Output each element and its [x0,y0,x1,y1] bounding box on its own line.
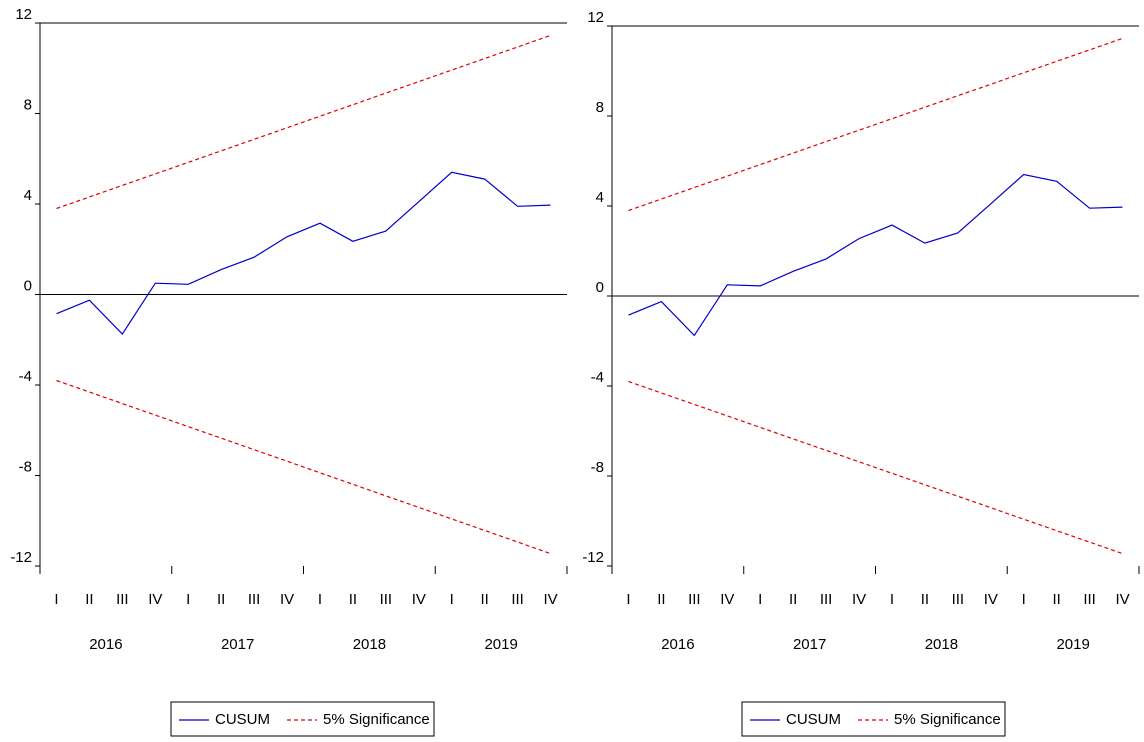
y-tick-label: 8 [24,97,32,114]
y-tick-label: 4 [24,187,32,204]
legend: CUSUM 5% Significance [741,701,1006,737]
significance-upper-line [56,34,551,210]
y-tick-label: 4 [596,189,604,206]
x-year-label: 2016 [661,636,694,653]
legend-significance-label: 5% Significance [323,711,430,728]
y-tick-label: -12 [582,549,604,566]
x-quarter-label: III [116,591,129,608]
significance-lower-line [628,380,1123,555]
x-quarter-label: I [450,591,454,608]
x-quarter-label: II [657,591,665,608]
x-quarter-label: III [248,591,261,608]
x-quarter-label: I [890,591,894,608]
x-quarter-label: III [952,591,965,608]
y-tick-label: -12 [10,549,32,566]
x-quarter-label: I [318,591,322,608]
x-year-label: 2018 [925,636,958,653]
legend-box [741,701,1006,737]
x-quarter-label: IV [720,591,734,608]
x-year-label: 2017 [793,636,826,653]
x-quarter-label: I [1022,591,1026,608]
x-quarter-label: I [54,591,58,608]
y-tick-label: 8 [596,99,604,116]
cusum-line [56,171,551,336]
y-tick-label: 0 [596,279,604,296]
significance-upper-line [628,37,1123,212]
legend-cusum-label: CUSUM [786,711,841,728]
x-quarter-label: II [349,591,357,608]
y-tick-label: -4 [591,369,604,386]
x-quarter-label: II [217,591,225,608]
x-year-label: 2018 [353,636,386,653]
x-year-label: 2016 [89,636,122,653]
x-quarter-label: I [758,591,762,608]
y-tick-label: 12 [15,6,32,23]
x-quarter-label: II [85,591,93,608]
significance-lower-line [56,379,551,555]
x-quarter-label: IV [1115,591,1129,608]
x-quarter-label: IV [543,591,557,608]
legend: CUSUM 5% Significance [170,701,435,737]
x-quarter-label: I [626,591,630,608]
x-quarter-label: III [1083,591,1096,608]
y-tick-label: -8 [19,459,32,476]
x-year-label: 2017 [221,636,254,653]
legend-significance-label: 5% Significance [894,711,1001,728]
y-tick-label: 0 [24,278,32,295]
x-quarter-label: IV [852,591,866,608]
x-quarter-label: III [380,591,393,608]
x-quarter-label: III [820,591,833,608]
x-year-label: 2019 [484,636,517,653]
x-quarter-label: III [688,591,701,608]
legend-box [170,701,435,737]
x-quarter-label: I [186,591,190,608]
x-quarter-label: II [789,591,797,608]
x-quarter-label: II [921,591,929,608]
x-quarter-label: III [511,591,524,608]
x-year-label: 2019 [1056,636,1089,653]
x-quarter-label: IV [280,591,294,608]
y-tick-label: -4 [19,368,32,385]
x-quarter-label: IV [412,591,426,608]
legend-cusum-label: CUSUM [215,711,270,728]
x-quarter-label: IV [148,591,162,608]
y-tick-label: 12 [587,9,604,26]
cusum-line [628,173,1123,337]
x-quarter-label: II [1052,591,1060,608]
y-tick-label: -8 [591,459,604,476]
x-quarter-label: IV [984,591,998,608]
x-quarter-label: II [480,591,488,608]
